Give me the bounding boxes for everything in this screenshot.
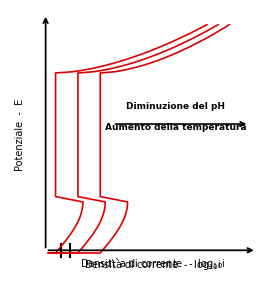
Text: Densit\`a di corrente  -  log$_{10}$i: Densit\`a di corrente - log$_{10}$i (80, 256, 225, 271)
Text: Diminuzione del pH: Diminuzione del pH (127, 102, 226, 111)
Text: Potenziale  -  E: Potenziale - E (15, 99, 25, 171)
Text: Aumento della temperatura: Aumento della temperatura (105, 123, 247, 132)
Text: Densità di corrente  -  log$_{10}$i: Densità di corrente - log$_{10}$i (84, 257, 221, 272)
